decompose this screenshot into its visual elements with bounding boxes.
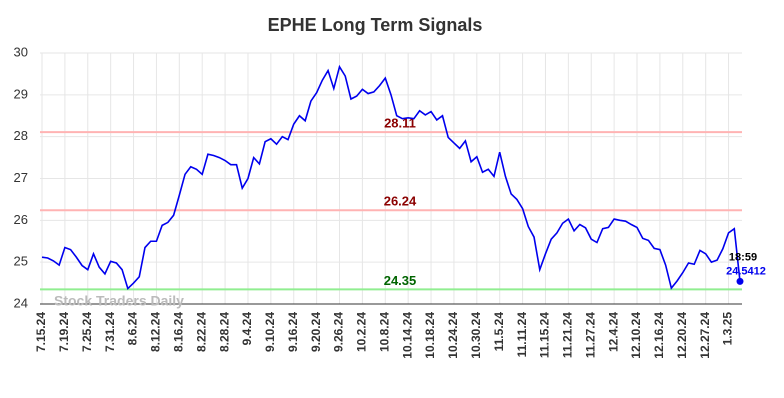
x-tick-label: 8.22.24 bbox=[194, 312, 208, 352]
x-tick-label: 8.12.24 bbox=[149, 312, 163, 352]
x-tick-label: 7.25.24 bbox=[80, 312, 94, 352]
y-tick-label: 30 bbox=[14, 44, 28, 59]
signal-label: 24.35 bbox=[384, 273, 417, 288]
x-tick-label: 9.20.24 bbox=[309, 312, 323, 352]
x-tick-label: 7.19.24 bbox=[57, 312, 71, 352]
y-tick-label: 26 bbox=[14, 212, 28, 227]
x-tick-label: 11.15.24 bbox=[538, 312, 552, 358]
x-tick-label: 10.24.24 bbox=[446, 312, 460, 359]
x-tick-label: 12.10.24 bbox=[629, 312, 643, 359]
last-value: 24.5412 bbox=[726, 265, 766, 277]
x-tick-label: 7.15.24 bbox=[34, 312, 48, 352]
x-tick-label: 1.3.25 bbox=[721, 312, 735, 346]
last-time: 18:59 bbox=[729, 251, 757, 263]
x-tick-label: 10.18.24 bbox=[423, 312, 437, 359]
y-tick-label: 25 bbox=[14, 254, 28, 269]
x-tick-label: 12.27.24 bbox=[698, 312, 712, 359]
x-tick-label: 10.30.24 bbox=[469, 312, 483, 359]
x-tick-label: 10.14.24 bbox=[400, 312, 414, 359]
x-tick-label: 12.20.24 bbox=[675, 312, 689, 359]
x-tick-label: 12.16.24 bbox=[652, 312, 666, 359]
x-tick-label: 9.26.24 bbox=[332, 312, 346, 352]
price-line bbox=[41, 64, 741, 290]
x-tick-label: 10.8.24 bbox=[377, 312, 391, 352]
watermark: Stock Traders Daily bbox=[54, 293, 184, 309]
signal-label: 26.24 bbox=[384, 194, 417, 209]
x-tick-label: 8.16.24 bbox=[171, 312, 185, 352]
y-tick-label: 27 bbox=[14, 170, 28, 185]
x-tick-label: 9.4.24 bbox=[240, 312, 254, 346]
chart-title: EPHE Long Term Signals bbox=[268, 15, 483, 35]
y-tick-label: 29 bbox=[14, 86, 28, 101]
x-tick-label: 9.10.24 bbox=[263, 312, 277, 352]
x-tick-label: 12.4.24 bbox=[606, 312, 620, 352]
last-point bbox=[736, 277, 744, 285]
x-tick-label: 8.28.24 bbox=[217, 312, 231, 352]
x-tick-label: 11.21.24 bbox=[561, 312, 575, 358]
signal-label: 28.11 bbox=[384, 116, 416, 131]
y-tick-label: 28 bbox=[14, 128, 28, 143]
x-tick-label: 8.6.24 bbox=[126, 312, 140, 346]
x-tick-label: 10.2.24 bbox=[355, 312, 369, 352]
x-tick-label: 9.16.24 bbox=[286, 312, 300, 352]
y-tick-label: 24 bbox=[14, 295, 28, 310]
x-tick-label: 11.5.24 bbox=[492, 312, 506, 352]
x-tick-label: 11.27.24 bbox=[583, 312, 597, 358]
x-tick-label: 11.11.24 bbox=[515, 312, 529, 358]
x-tick-label: 7.31.24 bbox=[103, 312, 117, 352]
